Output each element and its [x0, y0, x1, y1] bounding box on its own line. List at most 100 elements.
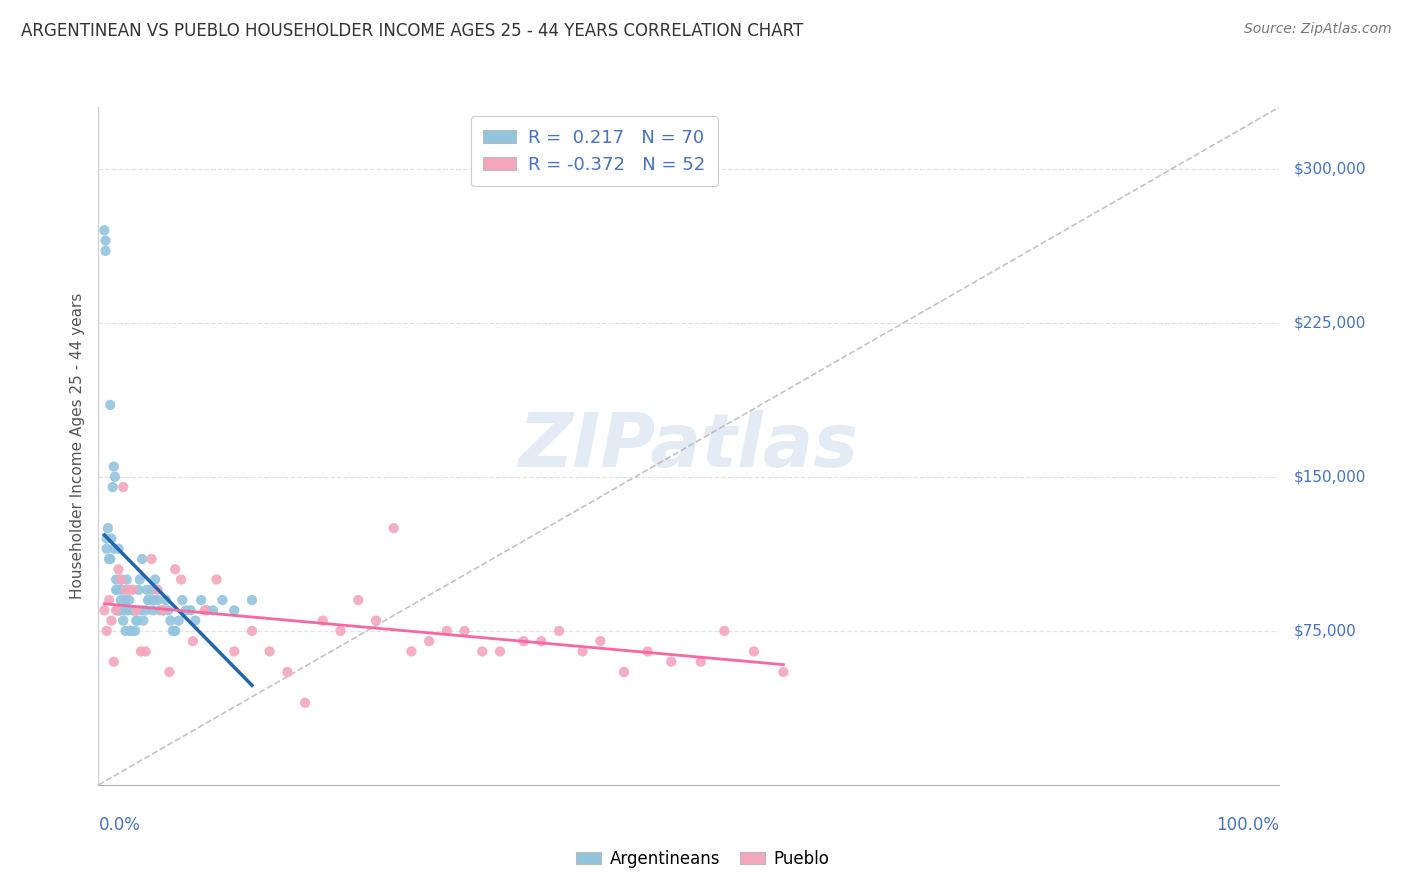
Point — [190, 593, 212, 607]
Point — [312, 614, 335, 628]
Point — [138, 593, 160, 607]
Point — [772, 665, 794, 679]
Point — [172, 593, 194, 607]
Point — [174, 603, 197, 617]
Point — [114, 593, 136, 607]
Point — [114, 582, 136, 597]
Point — [120, 624, 142, 638]
Point — [114, 624, 136, 638]
Point — [589, 634, 612, 648]
Text: $75,000: $75,000 — [1294, 624, 1357, 639]
Point — [121, 603, 143, 617]
Point — [107, 562, 129, 576]
Point — [98, 552, 121, 566]
Point — [135, 603, 157, 617]
Point — [110, 593, 132, 607]
Point — [159, 614, 181, 628]
Point — [211, 593, 233, 607]
Point — [162, 624, 184, 638]
Point — [97, 521, 120, 535]
Point — [93, 603, 115, 617]
Y-axis label: Householder Income Ages 25 - 44 years: Householder Income Ages 25 - 44 years — [69, 293, 84, 599]
Point — [689, 655, 711, 669]
Point — [105, 603, 128, 617]
Point — [122, 603, 145, 617]
Point — [100, 614, 122, 628]
Point — [382, 521, 405, 535]
Point — [294, 696, 316, 710]
Point — [135, 644, 157, 658]
Point — [142, 603, 165, 617]
Legend: R =  0.217   N = 70, R = -0.372   N = 52: R = 0.217 N = 70, R = -0.372 N = 52 — [471, 116, 718, 186]
Point — [659, 655, 682, 669]
Point — [613, 665, 636, 679]
Point — [105, 603, 128, 617]
Point — [571, 644, 593, 658]
Point — [471, 644, 494, 658]
Point — [131, 552, 153, 566]
Point — [165, 562, 187, 576]
Point — [224, 644, 246, 658]
Point — [184, 614, 207, 628]
Point — [112, 614, 135, 628]
Point — [112, 480, 135, 494]
Point — [194, 603, 217, 617]
Text: ARGENTINEAN VS PUEBLO HOUSEHOLDER INCOME AGES 25 - 44 YEARS CORRELATION CHART: ARGENTINEAN VS PUEBLO HOUSEHOLDER INCOME… — [21, 22, 803, 40]
Point — [98, 398, 121, 412]
Point — [205, 573, 228, 587]
Point — [347, 593, 370, 607]
Point — [141, 552, 163, 566]
Point — [115, 573, 138, 587]
Point — [104, 470, 127, 484]
Point — [121, 582, 143, 597]
Point — [436, 624, 458, 638]
Point — [98, 593, 121, 607]
Text: $150,000: $150,000 — [1294, 469, 1365, 484]
Point — [548, 624, 571, 638]
Legend: Argentineans, Pueblo: Argentineans, Pueblo — [569, 844, 837, 875]
Point — [132, 614, 155, 628]
Text: 0.0%: 0.0% — [98, 816, 141, 834]
Point — [146, 593, 169, 607]
Point — [152, 603, 174, 617]
Point — [453, 624, 475, 638]
Point — [195, 603, 218, 617]
Point — [94, 244, 117, 258]
Point — [742, 644, 765, 658]
Point — [96, 541, 118, 556]
Point — [155, 593, 177, 607]
Point — [118, 593, 141, 607]
Point — [94, 234, 117, 248]
Point — [111, 582, 134, 597]
Point — [152, 603, 174, 617]
Point — [364, 614, 387, 628]
Point — [530, 634, 553, 648]
Point — [143, 573, 166, 587]
Point — [110, 573, 132, 587]
Point — [105, 573, 128, 587]
Point — [146, 582, 169, 597]
Point — [125, 614, 148, 628]
Point — [259, 644, 281, 658]
Point — [167, 614, 190, 628]
Point — [125, 603, 148, 617]
Point — [108, 603, 131, 617]
Point — [637, 644, 659, 658]
Point — [105, 582, 128, 597]
Point — [117, 603, 139, 617]
Point — [100, 532, 122, 546]
Point — [224, 603, 246, 617]
Point — [128, 582, 150, 597]
Point — [105, 582, 128, 597]
Point — [418, 634, 440, 648]
Point — [96, 532, 118, 546]
Point — [170, 573, 193, 587]
Point — [110, 573, 132, 587]
Point — [101, 480, 124, 494]
Point — [240, 593, 263, 607]
Point — [124, 624, 146, 638]
Point — [141, 582, 163, 597]
Text: 100.0%: 100.0% — [1216, 816, 1279, 834]
Text: ZIPatlas: ZIPatlas — [519, 409, 859, 483]
Point — [157, 665, 180, 679]
